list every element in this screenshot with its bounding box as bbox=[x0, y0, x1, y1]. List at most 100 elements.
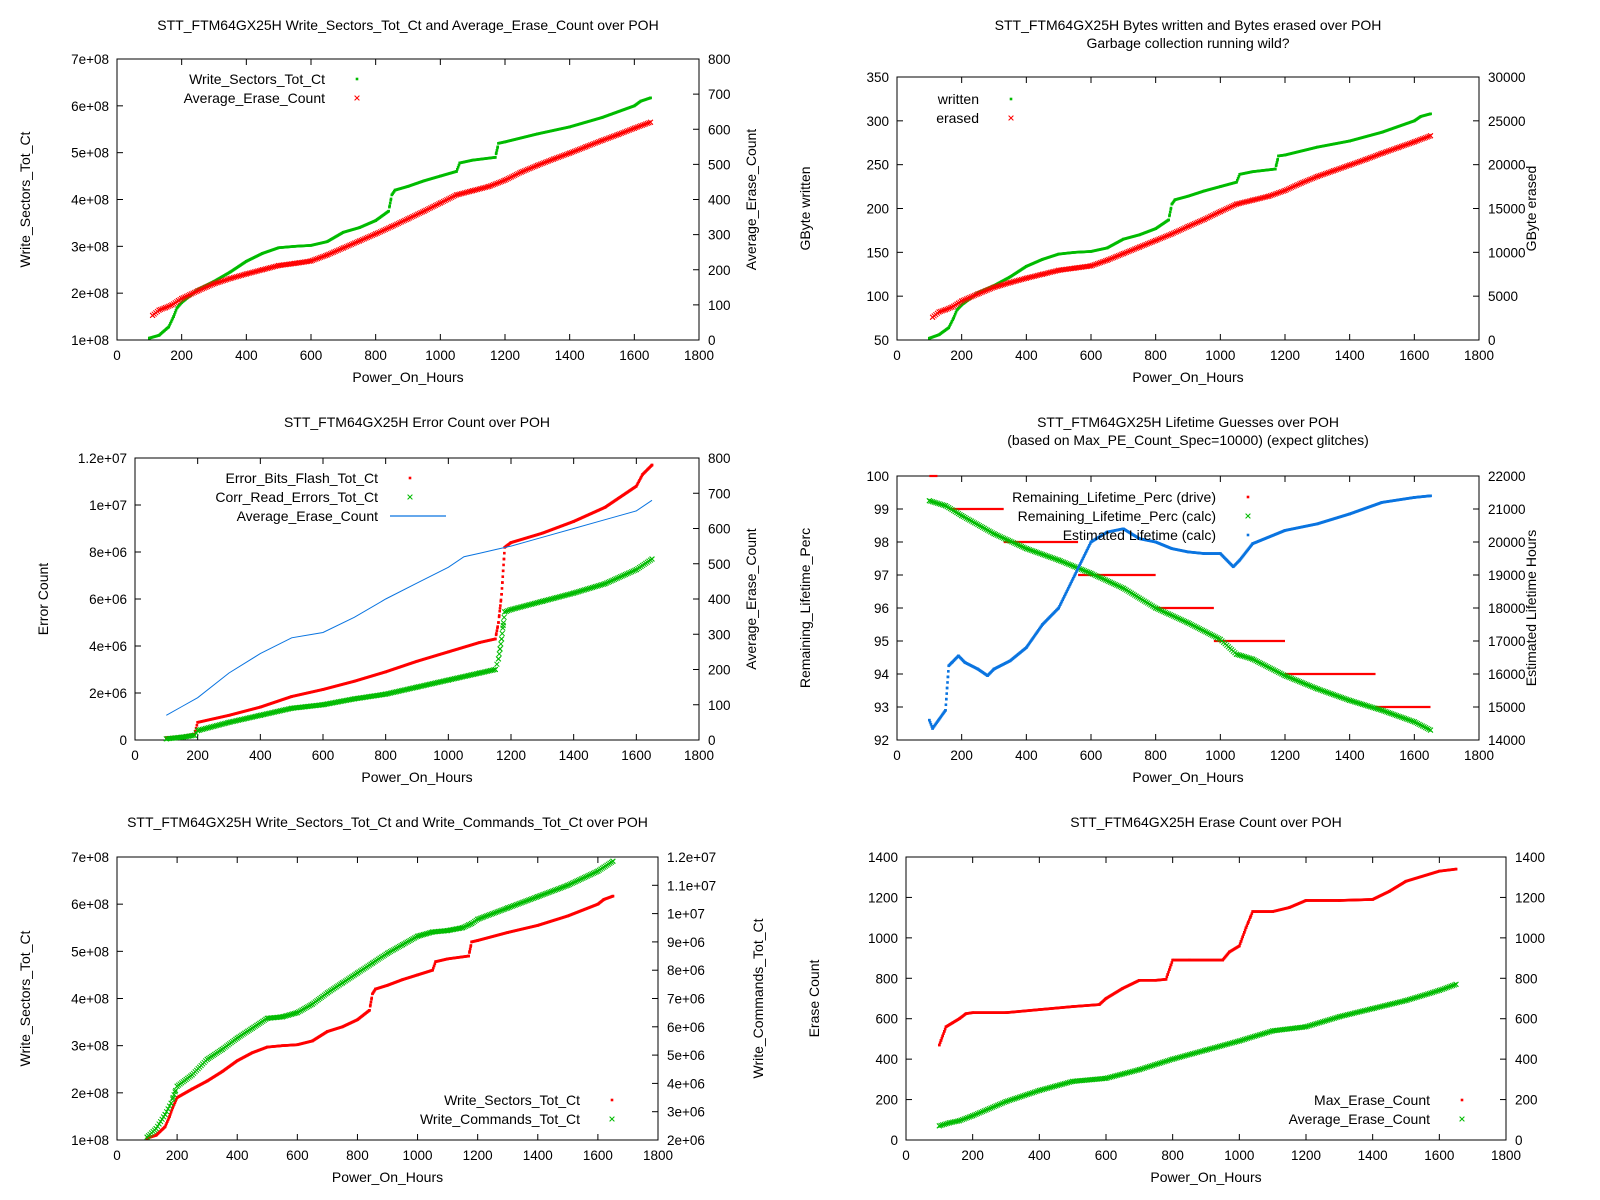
data-point bbox=[1254, 196, 1261, 202]
data-point bbox=[1112, 581, 1119, 588]
data-point bbox=[994, 532, 1000, 538]
data-point bbox=[1335, 166, 1342, 172]
data-point bbox=[534, 599, 541, 606]
data-point bbox=[1107, 579, 1114, 586]
data-point bbox=[435, 201, 442, 207]
y-tick-label: 100 bbox=[866, 469, 889, 484]
data-point bbox=[633, 104, 636, 108]
data-point bbox=[950, 319, 954, 323]
data-point bbox=[1196, 625, 1203, 632]
data-point bbox=[1110, 580, 1117, 587]
data-point bbox=[514, 605, 521, 611]
data-point bbox=[617, 131, 623, 137]
data-point bbox=[1034, 549, 1041, 556]
data-point bbox=[180, 295, 187, 301]
data-point bbox=[1021, 545, 1028, 551]
data-point bbox=[1168, 210, 1172, 214]
data-point bbox=[237, 273, 243, 279]
data-point bbox=[1018, 276, 1025, 283]
data-point bbox=[592, 140, 599, 146]
data-point bbox=[1042, 552, 1049, 559]
data-point bbox=[567, 591, 574, 597]
data-point bbox=[1387, 147, 1393, 154]
data-point bbox=[1115, 252, 1122, 259]
y-tick-label: 1.2e+07 bbox=[78, 451, 127, 466]
x-tick-label: 1200 bbox=[1270, 748, 1300, 763]
data-point bbox=[1044, 553, 1051, 559]
data-point bbox=[570, 590, 577, 596]
data-point bbox=[1296, 678, 1303, 685]
data-point bbox=[1277, 670, 1283, 676]
data-point bbox=[1169, 612, 1175, 619]
data-point bbox=[589, 584, 596, 591]
data-point bbox=[516, 170, 523, 176]
data-point bbox=[945, 697, 948, 701]
data-point bbox=[494, 661, 500, 667]
data-point bbox=[1065, 561, 1072, 567]
x-tick-label: 1600 bbox=[621, 748, 651, 763]
data-point bbox=[1038, 271, 1044, 278]
data-point bbox=[983, 287, 989, 294]
data-point bbox=[320, 701, 326, 708]
data-point bbox=[562, 152, 568, 158]
data-point bbox=[1012, 278, 1018, 285]
data-point bbox=[1231, 565, 1235, 569]
data-point bbox=[503, 140, 507, 144]
data-point bbox=[1348, 161, 1355, 168]
y2-tick-label: 600 bbox=[708, 122, 731, 137]
data-point bbox=[520, 603, 527, 610]
data-point bbox=[503, 551, 506, 555]
data-point bbox=[460, 190, 466, 197]
data-point bbox=[343, 243, 350, 250]
data-point bbox=[1018, 543, 1025, 550]
data-point bbox=[515, 170, 521, 177]
data-point bbox=[1106, 256, 1112, 263]
data-point bbox=[334, 248, 340, 254]
data-point bbox=[369, 1000, 373, 1004]
data-point bbox=[602, 136, 608, 143]
data-point bbox=[1225, 205, 1232, 211]
data-point bbox=[1148, 239, 1154, 246]
data-point bbox=[165, 303, 172, 310]
data-point bbox=[1004, 280, 1010, 287]
data-point bbox=[447, 195, 453, 201]
data-point bbox=[1275, 161, 1279, 164]
data-point bbox=[597, 582, 604, 588]
data-point bbox=[1044, 270, 1051, 276]
data-point bbox=[1219, 185, 1222, 188]
chart-title: STT_FTM64GX25H Bytes written and Bytes e… bbox=[995, 17, 1382, 33]
data-point bbox=[245, 260, 248, 263]
data-point bbox=[1025, 275, 1031, 281]
data-point bbox=[986, 286, 992, 293]
data-point bbox=[650, 463, 654, 467]
y2-tick-label: 400 bbox=[708, 592, 731, 607]
x-tick-label: 1200 bbox=[490, 348, 520, 363]
data-point bbox=[580, 587, 586, 594]
data-point bbox=[1262, 194, 1269, 200]
y2-tick-label: 1.1e+07 bbox=[667, 878, 716, 893]
data-point bbox=[1146, 240, 1152, 246]
data-point bbox=[206, 283, 212, 289]
data-point bbox=[1380, 130, 1384, 134]
data-point bbox=[385, 225, 392, 231]
y2-tick-label: 0 bbox=[708, 333, 716, 348]
data-point bbox=[388, 201, 392, 205]
data-point bbox=[936, 500, 942, 507]
data-point bbox=[195, 724, 199, 727]
data-point bbox=[288, 705, 295, 712]
data-point bbox=[1212, 211, 1219, 217]
data-point bbox=[618, 130, 625, 137]
data-point bbox=[975, 291, 981, 297]
data-point bbox=[496, 146, 499, 150]
data-point bbox=[172, 315, 175, 318]
data-point bbox=[502, 557, 506, 561]
data-point bbox=[957, 654, 960, 658]
data-point bbox=[1086, 569, 1093, 576]
y-tick-label: 6e+08 bbox=[71, 99, 109, 114]
data-point bbox=[638, 477, 642, 481]
data-point bbox=[585, 586, 591, 592]
data-point bbox=[1390, 146, 1397, 153]
data-point bbox=[1002, 281, 1009, 287]
data-point bbox=[241, 271, 248, 278]
data-point bbox=[180, 301, 183, 304]
